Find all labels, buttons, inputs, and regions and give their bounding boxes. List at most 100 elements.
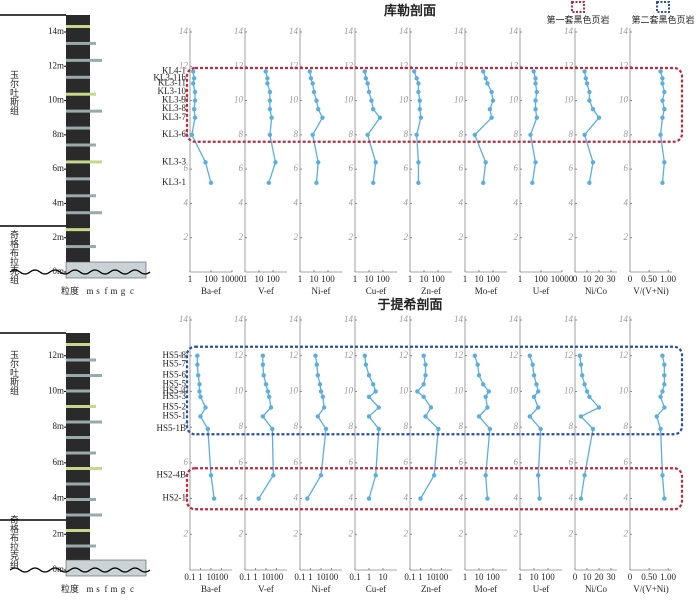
data-point <box>366 394 372 399</box>
data-point <box>489 89 494 95</box>
data-point <box>534 115 540 120</box>
y-tick-label: 8 <box>514 421 519 431</box>
lithology-layer <box>66 482 90 486</box>
y-tick-label: 6 <box>569 457 574 467</box>
data-point <box>369 98 374 103</box>
data-point <box>314 180 319 186</box>
sample-label: KL3-7 <box>162 112 186 122</box>
legend-label: 第二套黑色页岩 <box>631 14 694 25</box>
y-tick-label: 4 <box>624 493 629 503</box>
data-point <box>485 496 490 501</box>
y-tick-label: 4 <box>294 493 299 503</box>
data-point <box>536 389 541 394</box>
data-point <box>414 132 419 138</box>
data-point <box>587 394 592 399</box>
data-point <box>318 473 324 478</box>
x-tick-label: 10 <box>365 274 375 284</box>
y-tick-label: 10 <box>509 385 519 395</box>
data-point <box>377 115 383 120</box>
interval-box <box>185 345 684 436</box>
data-point <box>528 132 533 138</box>
x-tick-label: 1 <box>353 274 358 284</box>
y-tick-label: 8 <box>404 421 409 431</box>
y-tick-label: 2 <box>184 232 189 242</box>
x-axis-label: U-ef <box>533 286 550 296</box>
y-tick-label: 10 <box>289 95 299 105</box>
data-point <box>421 394 426 399</box>
lithology-layer <box>66 343 90 346</box>
x-tick-label: 100 <box>431 274 445 284</box>
x-axis-label: Zn-ef <box>421 584 441 594</box>
data-point <box>308 76 314 81</box>
y-tick-label: 4 <box>459 493 464 503</box>
x-tick-label: 1 <box>253 572 258 582</box>
lithology-layer <box>66 513 102 517</box>
y-tick-label: 6 <box>459 163 464 173</box>
data-point <box>538 426 543 432</box>
data-point <box>417 98 422 103</box>
data-point <box>423 414 428 419</box>
data-point <box>270 426 275 432</box>
y-tick-label: 14 <box>619 26 629 36</box>
x-tick-label: 10 <box>427 572 437 582</box>
unconformity <box>9 269 151 275</box>
data-point <box>261 373 266 378</box>
x-tick-label: 10 <box>530 572 540 582</box>
data-point <box>365 132 370 138</box>
grain-label: 粒度 <box>61 583 79 594</box>
y-tick-label: 2 <box>514 232 519 242</box>
x-tick-label: 20 <box>595 274 605 284</box>
data-point <box>662 382 667 387</box>
data-point <box>660 473 665 478</box>
data-point <box>265 81 270 86</box>
data-point <box>266 394 272 399</box>
data-point <box>203 160 208 165</box>
unconformity <box>9 567 151 573</box>
profile-line <box>309 71 324 183</box>
sample-label: KL3-1 <box>162 177 186 187</box>
y-tick-label: 8 <box>294 421 299 431</box>
y-tick-label: 12 <box>179 60 189 70</box>
lithology-layer <box>66 58 102 62</box>
data-point <box>260 414 266 419</box>
lithology-layer <box>66 420 102 424</box>
lithology-layer <box>66 126 90 130</box>
x-tick-label: 1 <box>298 274 303 284</box>
y-tick-label: 14 <box>619 314 629 324</box>
data-point <box>192 89 198 95</box>
y-tick-label: 8 <box>624 421 629 431</box>
y-tick-label: 12 <box>564 60 574 70</box>
x-tick-label: 10 <box>317 572 327 582</box>
x-tick-label: 100 <box>270 572 284 582</box>
x-axis-label: V/(V+Ni) <box>633 584 669 594</box>
y-tick-label: 14 <box>179 314 189 324</box>
data-point <box>527 353 532 358</box>
data-point <box>376 405 381 410</box>
x-axis-label: Ni/Co <box>585 584 608 594</box>
y-tick-label: 8 <box>514 129 519 139</box>
data-point <box>536 405 541 410</box>
x-tick-label: 100 <box>321 274 335 284</box>
x-tick-label: 10 <box>310 274 320 284</box>
x-tick-label: 1.00 <box>660 274 676 284</box>
data-point <box>376 426 381 432</box>
data-point <box>305 496 310 501</box>
data-point <box>483 76 488 81</box>
lithology-layer <box>66 529 90 532</box>
data-point <box>190 69 196 74</box>
y-tick-label: 14 <box>454 26 464 36</box>
data-point <box>189 132 195 138</box>
data-point <box>267 89 273 95</box>
y-tick-label: 2 <box>349 232 354 242</box>
data-point <box>421 353 426 358</box>
y-tick-label: 4 <box>569 493 574 503</box>
data-point <box>481 382 486 387</box>
sample-label: HS5-3 <box>162 391 186 401</box>
data-point <box>415 389 420 394</box>
data-point <box>417 106 422 112</box>
data-point <box>487 106 493 112</box>
y-tick-label: 12 <box>454 350 464 360</box>
data-point <box>416 160 421 165</box>
lithology-layer <box>66 374 102 377</box>
data-point <box>373 473 378 478</box>
